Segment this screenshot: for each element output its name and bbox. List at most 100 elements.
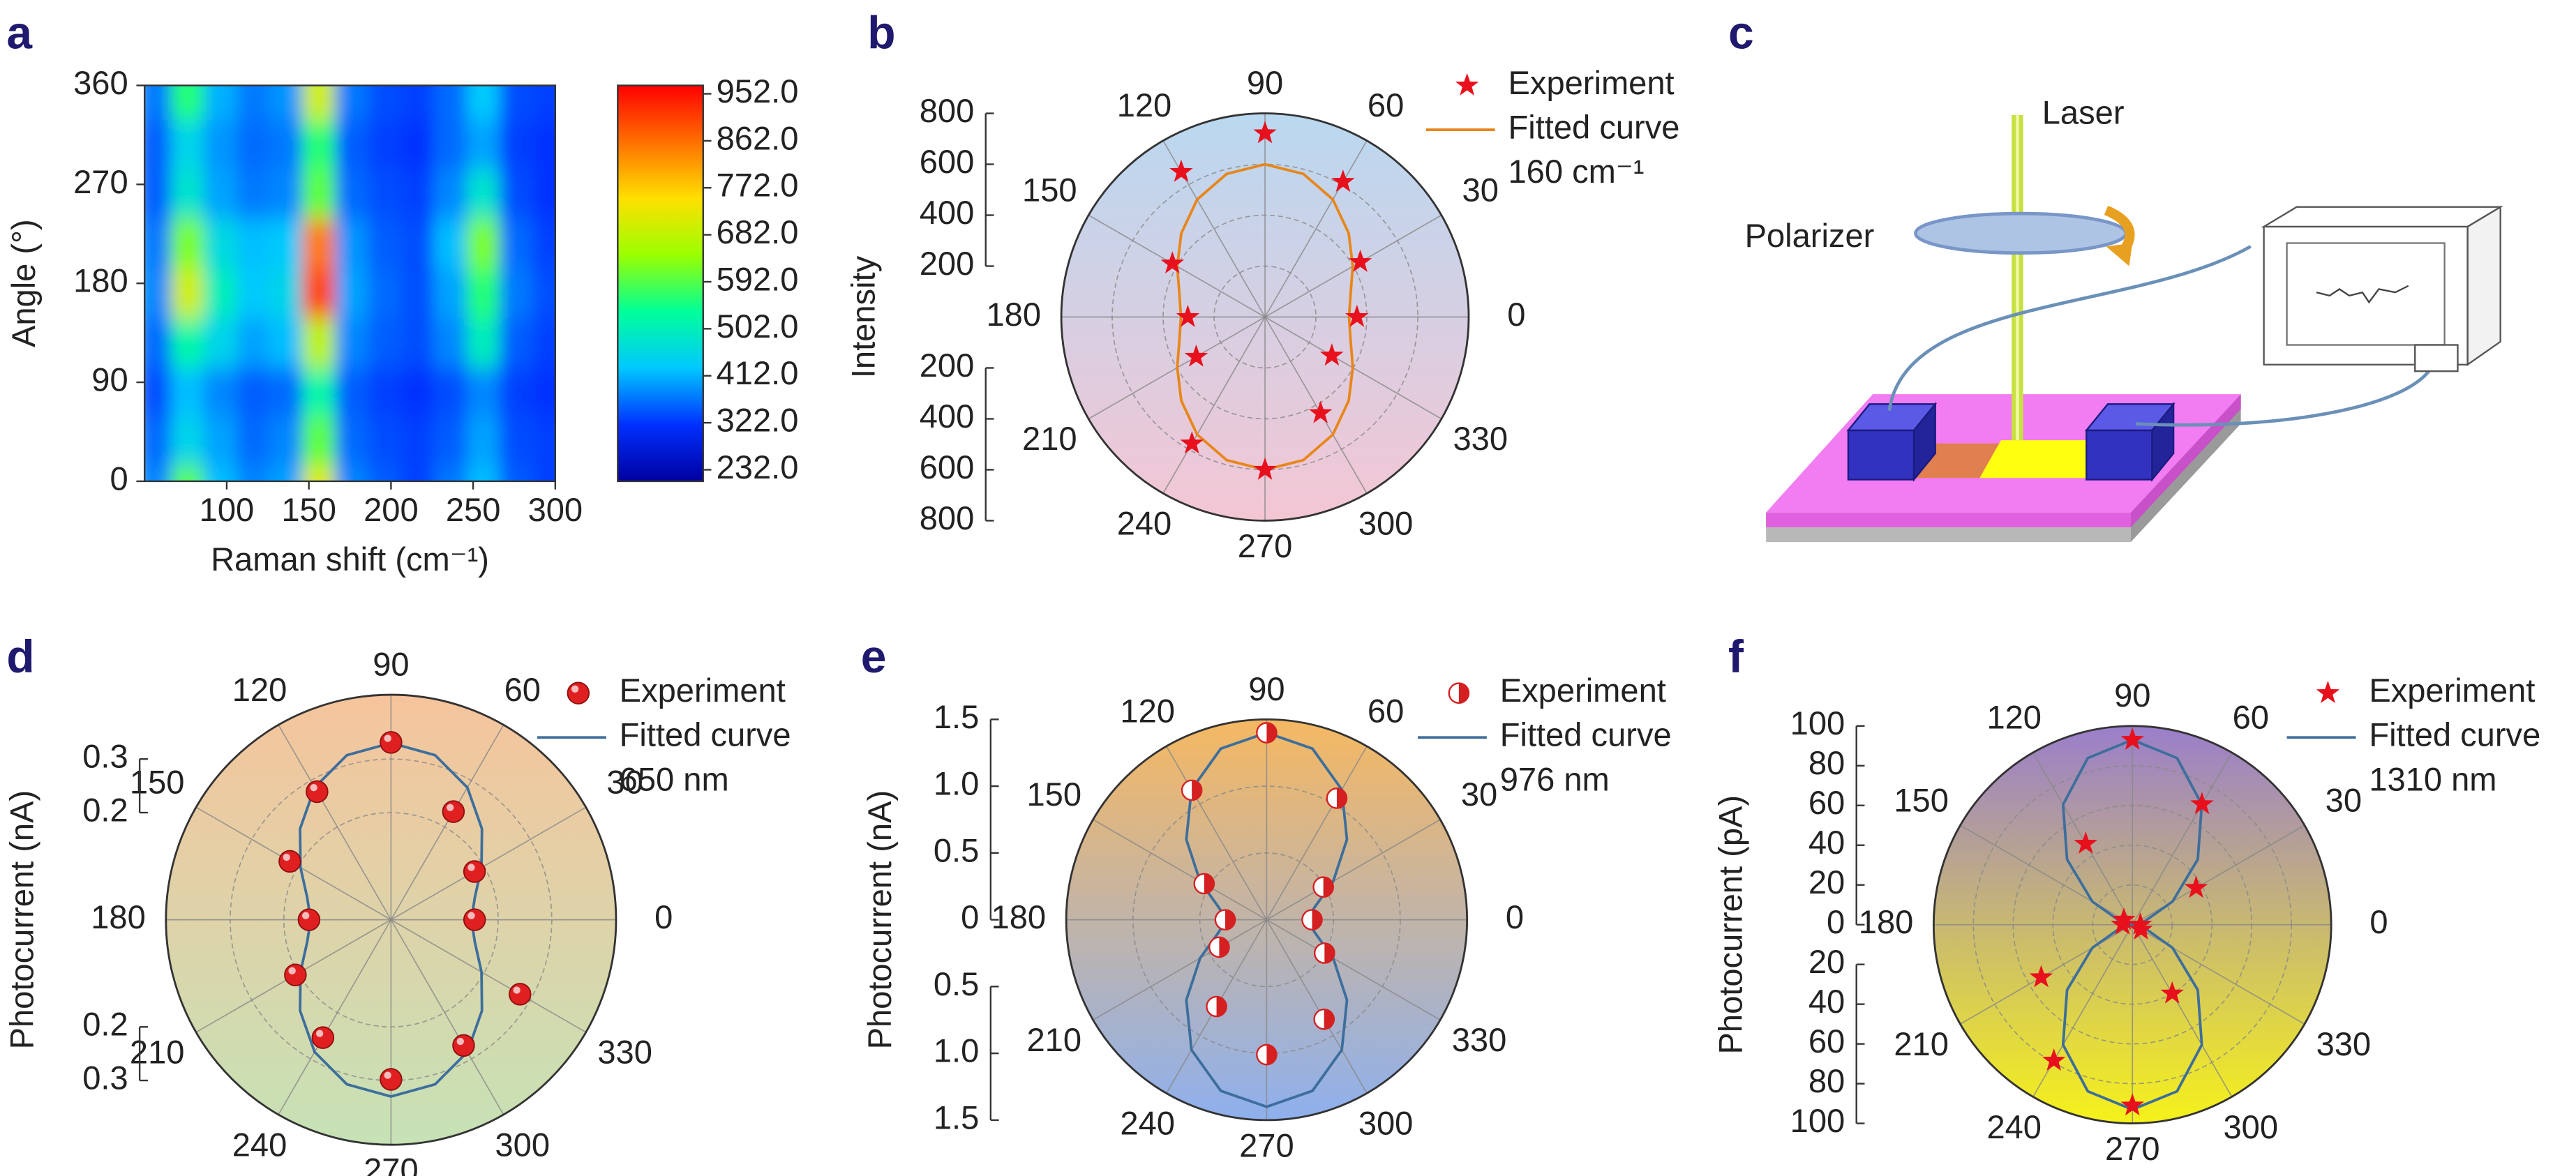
grid-spoke (1093, 819, 1267, 921)
grid-spoke (1266, 819, 1441, 921)
screen-trace (2316, 285, 2409, 304)
panel-letter: f (1728, 631, 1744, 682)
angle-tick-label: 240 (1117, 505, 1172, 542)
grid-spoke (1266, 919, 1441, 1020)
marker-body (509, 983, 532, 1006)
data-point (1345, 304, 1369, 327)
legend-label: Fitted curve (1508, 109, 1680, 146)
marker-body (306, 780, 329, 804)
angle-tick-label: 330 (2316, 1025, 2372, 1062)
data-point (1326, 787, 1348, 809)
radial-tick-label: 200 (920, 245, 975, 282)
data-point (1181, 779, 1203, 801)
radial-tick-label: 0 (961, 898, 979, 935)
y-tick-label: 360 (73, 64, 128, 101)
data-point (2190, 792, 2214, 815)
y-tick-label: 90 (91, 361, 128, 398)
data-point (2074, 831, 2098, 854)
oxide-side (2130, 394, 2241, 527)
panel-letter: a (6, 6, 33, 58)
radial-tick-label: 600 (920, 448, 975, 485)
diagram-label: Polarizer (1745, 217, 1875, 254)
angle-tick-label: 210 (130, 1034, 185, 1071)
angle-tick-label: 120 (1117, 86, 1172, 123)
radial-tick-label: 0 (1827, 903, 1845, 940)
panel-letter: d (6, 631, 34, 682)
polar-frame (1065, 718, 1469, 1122)
annotation: 976 nm (1500, 760, 1610, 797)
oxide-front (1766, 512, 2131, 527)
electrode (2151, 401, 2175, 482)
angle-tick-label: 210 (1026, 1021, 1081, 1058)
legend-marker (2316, 681, 2340, 704)
panel-letter: c (1728, 6, 1754, 58)
grid-spoke (1162, 317, 1266, 494)
radial-tick-label: 20 (1809, 943, 1845, 980)
flake (1979, 440, 2111, 478)
angle-tick-label: 0 (654, 898, 673, 935)
angle-tick-label: 0 (1506, 898, 1524, 935)
grid-spoke (1264, 140, 1368, 317)
y-axis-label: Angle (°) (5, 219, 42, 347)
data-point (463, 908, 486, 931)
angle-tick-label: 90 (2114, 677, 2150, 714)
data-point (1184, 344, 1208, 367)
data-point (1208, 936, 1230, 958)
colorbar-tick-label: 862.0 (717, 119, 799, 156)
grid-spoke (1093, 919, 1267, 1020)
monitor (2261, 206, 2503, 228)
legend-marker (567, 681, 590, 704)
screen (2286, 242, 2446, 346)
data-point (509, 983, 532, 1006)
angle-tick-label: 180 (987, 296, 1042, 333)
x-tick-label: 150 (281, 491, 336, 528)
connector (2414, 344, 2459, 372)
angle-tick-label: 270 (1238, 527, 1293, 564)
data-point (380, 731, 403, 754)
x-axis-label: Raman shift (cm⁻¹) (211, 541, 489, 578)
polar-panel: b 0 30 60 90 120 150 180 210 240 270 300 330 200 200 40… (844, 6, 1679, 564)
radial-tick-label: 400 (920, 194, 975, 231)
marker-half (1336, 788, 1347, 808)
marker-body (311, 1026, 335, 1049)
data-point (1256, 1043, 1278, 1066)
marker-body (278, 850, 301, 873)
angle-tick-label: 240 (1986, 1108, 2042, 1145)
marker-half (1204, 873, 1214, 894)
heatmap-cells (144, 85, 555, 481)
marker-highlight (456, 1037, 464, 1046)
data-point (1206, 995, 1227, 1018)
marker-half (1192, 780, 1202, 801)
data-point (1312, 876, 1334, 898)
x-tick-label: 300 (528, 491, 583, 528)
radial-tick-label: 100 (1790, 704, 1845, 741)
radial-tick-label: 60 (1809, 784, 1845, 821)
radial-tick-label: 400 (920, 398, 975, 435)
angle-tick-label: 210 (1022, 420, 1077, 457)
marker-half (1216, 996, 1227, 1017)
angle-tick-label: 30 (606, 764, 643, 801)
marker-half (1266, 723, 1277, 743)
y-tick-label: 270 (73, 163, 128, 200)
angle-tick-label: 270 (2105, 1130, 2160, 1167)
radial-tick-label: 60 (1809, 1023, 1845, 1060)
marker-body (380, 731, 403, 754)
monitor (2466, 205, 2501, 367)
colorbar-tick-label: 682.0 (717, 213, 799, 250)
radial-tick-label: 600 (920, 143, 975, 180)
angle-tick-label: 240 (232, 1126, 287, 1163)
polar-panel: f030609012015018021024027030033002020404… (1712, 631, 2541, 1167)
marker-half (1219, 937, 1229, 958)
marker-body (297, 908, 321, 931)
angle-tick-label: 0 (1507, 296, 1525, 333)
marker-highlight (288, 967, 296, 975)
data-point (2120, 1093, 2144, 1116)
grid-spoke (278, 919, 392, 1115)
marker-highlight (467, 912, 475, 919)
colorbar-tick-label: 772.0 (717, 167, 799, 204)
angle-tick-label: 60 (504, 671, 541, 708)
data-point (306, 780, 329, 804)
marker-half (1266, 1044, 1277, 1065)
y-axis-label: Photocurrent (pA) (1712, 795, 1749, 1055)
